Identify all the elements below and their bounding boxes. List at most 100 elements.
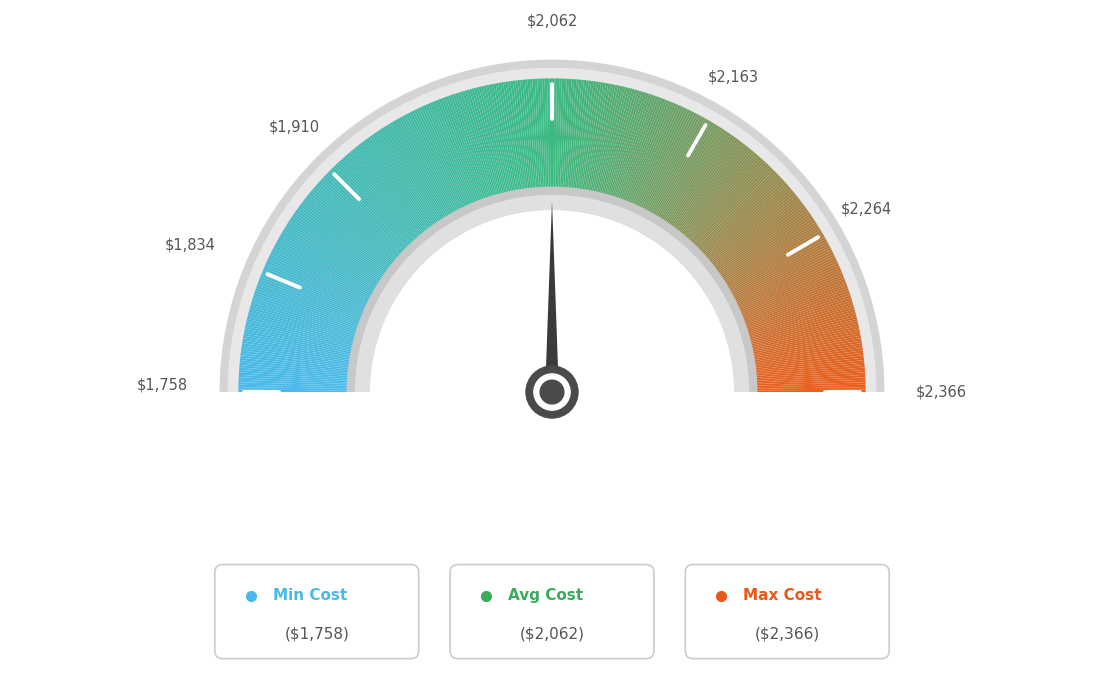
Wedge shape [327, 172, 406, 250]
Wedge shape [705, 186, 790, 259]
Wedge shape [278, 237, 375, 293]
Wedge shape [658, 125, 718, 219]
Text: Avg Cost: Avg Cost [508, 589, 583, 604]
Wedge shape [756, 390, 866, 392]
Wedge shape [414, 109, 464, 209]
FancyBboxPatch shape [450, 564, 654, 659]
Wedge shape [484, 86, 509, 193]
Wedge shape [591, 84, 613, 192]
Wedge shape [370, 210, 734, 392]
Wedge shape [471, 88, 501, 195]
Wedge shape [354, 147, 425, 234]
Wedge shape [596, 86, 623, 193]
Wedge shape [754, 348, 863, 365]
Wedge shape [500, 82, 520, 191]
Wedge shape [254, 293, 359, 329]
Wedge shape [540, 79, 545, 188]
Wedge shape [697, 170, 775, 249]
Wedge shape [755, 370, 866, 380]
Wedge shape [730, 239, 827, 294]
Wedge shape [474, 88, 502, 195]
Wedge shape [291, 216, 383, 279]
Wedge shape [749, 307, 854, 338]
Wedge shape [677, 144, 746, 232]
Wedge shape [238, 387, 348, 391]
Wedge shape [238, 377, 349, 384]
Wedge shape [559, 79, 564, 188]
Wedge shape [261, 275, 363, 317]
Wedge shape [241, 353, 350, 368]
Wedge shape [365, 138, 432, 228]
Wedge shape [240, 362, 349, 375]
Wedge shape [735, 254, 835, 304]
Wedge shape [732, 245, 830, 298]
Wedge shape [573, 80, 586, 190]
Wedge shape [241, 351, 350, 366]
Wedge shape [607, 90, 639, 196]
Wedge shape [751, 324, 859, 349]
Wedge shape [403, 115, 457, 213]
Circle shape [540, 380, 564, 404]
Wedge shape [637, 107, 686, 208]
Wedge shape [299, 204, 389, 271]
Wedge shape [294, 212, 385, 276]
Wedge shape [250, 307, 355, 338]
Wedge shape [725, 226, 819, 286]
Wedge shape [288, 220, 382, 282]
Wedge shape [747, 304, 853, 337]
Wedge shape [729, 235, 825, 291]
Wedge shape [238, 384, 348, 389]
Wedge shape [506, 81, 523, 190]
Wedge shape [703, 181, 786, 256]
Wedge shape [421, 106, 468, 207]
Wedge shape [296, 210, 386, 275]
Wedge shape [753, 336, 861, 357]
Wedge shape [247, 317, 354, 344]
Wedge shape [752, 333, 860, 355]
Wedge shape [585, 83, 606, 191]
Wedge shape [576, 81, 592, 190]
Wedge shape [244, 328, 352, 353]
Wedge shape [240, 368, 349, 377]
Wedge shape [350, 150, 422, 236]
Wedge shape [532, 79, 541, 188]
Wedge shape [715, 204, 805, 271]
Wedge shape [755, 373, 866, 381]
Wedge shape [628, 101, 672, 204]
Wedge shape [669, 135, 734, 226]
Wedge shape [241, 348, 350, 365]
Wedge shape [552, 79, 554, 188]
Wedge shape [609, 91, 641, 197]
Wedge shape [639, 108, 688, 208]
Wedge shape [332, 167, 410, 247]
Wedge shape [732, 243, 829, 297]
Wedge shape [293, 214, 384, 277]
Wedge shape [595, 86, 620, 193]
Wedge shape [467, 90, 498, 196]
Wedge shape [746, 295, 851, 331]
Wedge shape [571, 80, 584, 189]
Wedge shape [450, 95, 488, 199]
Wedge shape [548, 79, 551, 188]
Wedge shape [646, 114, 699, 212]
Wedge shape [279, 235, 375, 291]
Wedge shape [700, 175, 781, 253]
Wedge shape [392, 121, 449, 217]
Wedge shape [522, 79, 534, 189]
Wedge shape [574, 80, 588, 190]
Wedge shape [626, 99, 668, 202]
Wedge shape [736, 259, 837, 306]
Wedge shape [240, 365, 349, 376]
Wedge shape [339, 160, 415, 242]
Wedge shape [518, 80, 531, 190]
Wedge shape [666, 131, 729, 224]
Wedge shape [752, 331, 860, 354]
Wedge shape [338, 161, 414, 244]
Wedge shape [352, 149, 423, 235]
Wedge shape [627, 101, 670, 203]
Wedge shape [664, 130, 726, 223]
Wedge shape [412, 110, 463, 210]
Wedge shape [257, 284, 361, 323]
Wedge shape [614, 93, 649, 198]
Wedge shape [673, 140, 741, 229]
